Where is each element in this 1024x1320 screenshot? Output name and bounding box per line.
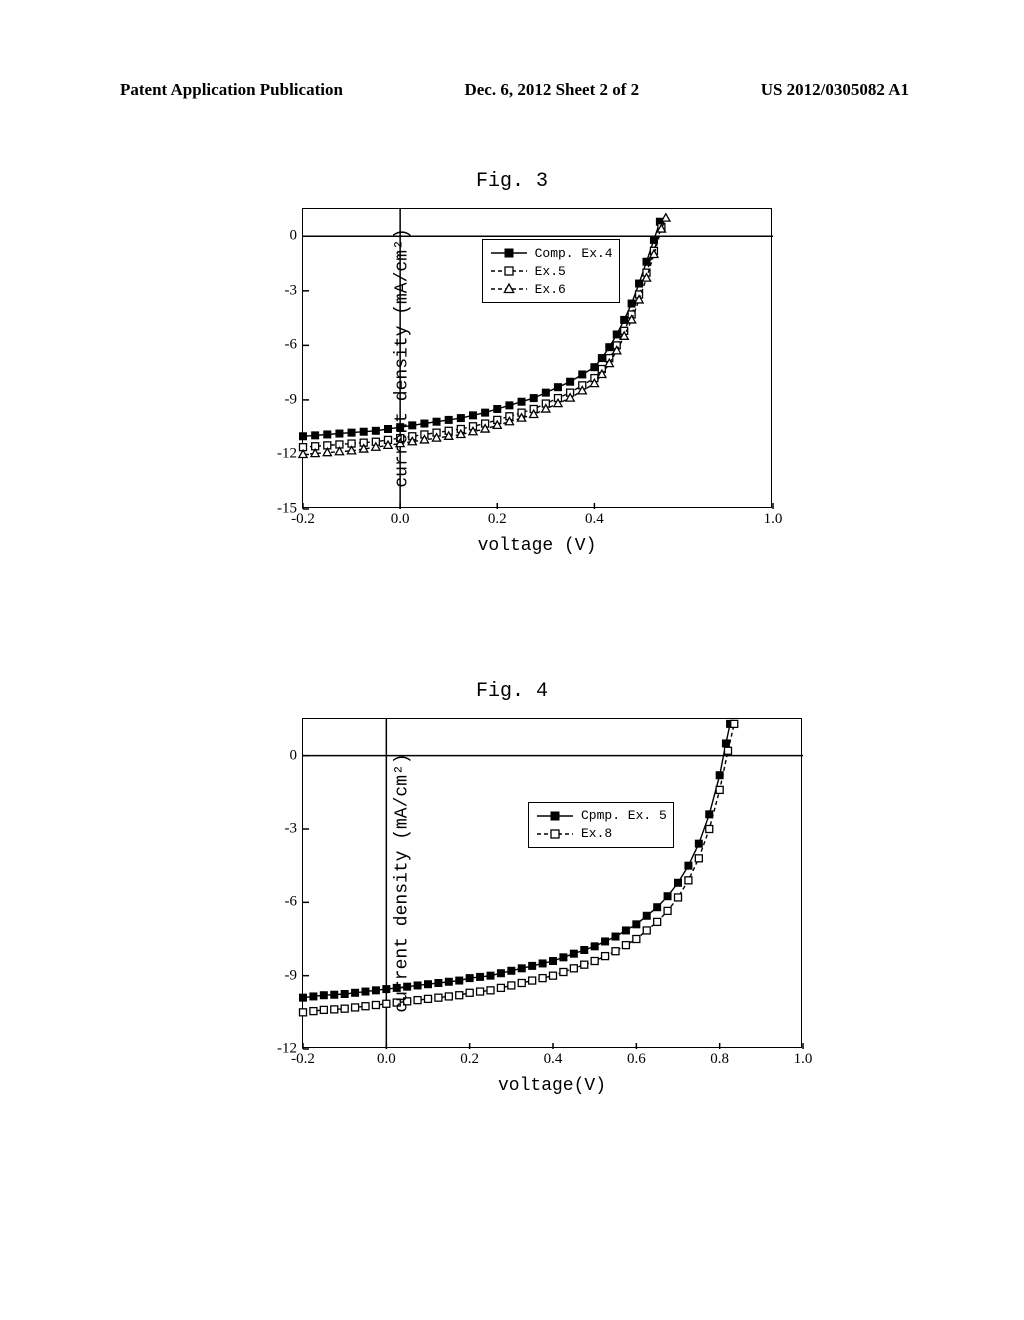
figure-3-container: Fig. 3 0-3-6-9-12-15-0.20.00.20.41.0Comp… <box>232 170 792 556</box>
page-header: Patent Application Publication Dec. 6, 2… <box>0 80 1024 100</box>
legend-item: Cpmp. Ex. 5 <box>535 807 667 825</box>
header-right: US 2012/0305082 A1 <box>761 80 909 100</box>
x-tick-label: 0.0 <box>377 1051 396 1068</box>
x-tick-label: 0.6 <box>627 1051 646 1068</box>
y-axis-label: current density (mA/cm²) <box>393 228 413 487</box>
legend-label: Ex.5 <box>535 264 566 279</box>
x-tick-label: 0.4 <box>544 1051 563 1068</box>
y-tick-label: 0 <box>290 747 298 764</box>
y-tick-label: -3 <box>285 282 298 299</box>
y-tick-label: -3 <box>285 821 298 838</box>
y-axis-label: current density (mA/cm²) <box>393 753 413 1012</box>
x-tick-label: 1.0 <box>764 511 783 528</box>
figure-3-title: Fig. 3 <box>232 170 792 193</box>
y-tick-label: -6 <box>285 894 298 911</box>
legend-label: Cpmp. Ex. 5 <box>581 808 667 823</box>
x-tick-label: -0.2 <box>291 1051 315 1068</box>
figure-4-title: Fig. 4 <box>232 680 792 703</box>
legend-item: Ex.8 <box>535 825 667 843</box>
y-tick-label: -6 <box>285 337 298 354</box>
y-tick-label: 0 <box>290 228 298 245</box>
header-left: Patent Application Publication <box>120 80 343 100</box>
header-center: Dec. 6, 2012 Sheet 2 of 2 <box>464 80 639 100</box>
x-tick-label: 0.8 <box>710 1051 729 1068</box>
x-tick-label: -0.2 <box>291 511 315 528</box>
x-tick-label: 0.2 <box>488 511 507 528</box>
x-tick-label: 0.2 <box>460 1051 479 1068</box>
x-tick-label: 1.0 <box>794 1051 813 1068</box>
figure-3-chart: 0-3-6-9-12-15-0.20.00.20.41.0Comp. Ex.4E… <box>232 208 792 556</box>
x-tick-label: 0.4 <box>585 511 604 528</box>
legend-item: Comp. Ex.4 <box>489 244 613 262</box>
figure-4-chart: 0-3-6-9-12-0.20.00.20.40.60.81.0Cpmp. Ex… <box>232 718 792 1096</box>
y-tick-label: -9 <box>285 967 298 984</box>
legend: Cpmp. Ex. 5 Ex.8 <box>528 802 674 848</box>
figure-4-container: Fig. 4 0-3-6-9-12-0.20.00.20.40.60.81.0C… <box>232 680 792 1096</box>
plot-area: 0-3-6-9-12-15-0.20.00.20.41.0Comp. Ex.4E… <box>302 208 772 508</box>
y-tick-label: -12 <box>277 446 297 463</box>
legend: Comp. Ex.4 Ex.5 Ex.6 <box>482 239 620 303</box>
legend-label: Comp. Ex.4 <box>535 246 613 261</box>
legend-item: Ex.6 <box>489 280 613 298</box>
legend-item: Ex.5 <box>489 262 613 280</box>
x-axis-label: voltage (V) <box>302 536 772 556</box>
legend-label: Ex.6 <box>535 282 566 297</box>
plot-area: 0-3-6-9-12-0.20.00.20.40.60.81.0Cpmp. Ex… <box>302 718 802 1048</box>
x-tick-label: 0.0 <box>391 511 410 528</box>
y-tick-label: -9 <box>285 391 298 408</box>
legend-label: Ex.8 <box>581 826 612 841</box>
x-axis-label: voltage(V) <box>302 1076 802 1096</box>
